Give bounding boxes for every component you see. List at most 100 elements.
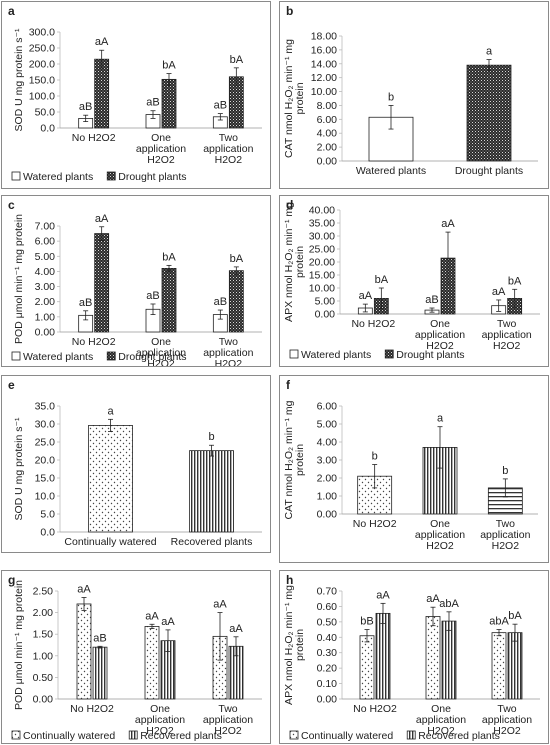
legend-label: Recovered plants — [418, 730, 500, 742]
significance-letter: aA — [213, 599, 227, 611]
legend-swatch — [289, 730, 299, 740]
significance-letter: aA — [77, 583, 91, 595]
chart-panel-h: h 0.00 0.10 0.20 0.30 0.40 0.50 0.60 0.70 APX nmo… — [279, 570, 549, 744]
bar — [359, 635, 375, 700]
x-tick-label: Recovered plants — [171, 536, 253, 548]
y-tick-label: 5.00 — [35, 251, 56, 263]
significance-letter: aB — [214, 100, 227, 112]
y-tick-label: 150.0 — [29, 75, 55, 87]
bar — [161, 268, 177, 333]
y-tick-label: 100.0 — [29, 91, 55, 103]
legend-swatch — [406, 730, 416, 740]
significance-letter: abA — [439, 598, 459, 610]
y-tick-label: 25.0 — [35, 437, 56, 449]
x-tick-label: One application H2O2 — [416, 703, 466, 737]
chart-e: e 0.0 5.0 10.0 15.0 20.0 25.0 30.0 35.0 SOD U mg … — [8, 378, 262, 548]
legend-label: Drought plants — [118, 351, 186, 363]
x-tick-label: Continually watered — [64, 536, 156, 548]
significance-letter: aB — [79, 297, 92, 309]
y-tick-label: 200.0 — [29, 59, 55, 71]
significance-letter: aA — [426, 593, 440, 605]
significance-letter: aA — [359, 290, 373, 302]
y-tick-label: 30.00 — [309, 231, 335, 243]
significance-letter: aA — [229, 623, 243, 635]
y-tick-label: 12.00 — [311, 72, 337, 84]
significance-letter: aA — [376, 589, 390, 601]
y-tick-label: 8.00 — [317, 100, 338, 112]
significance-letter: aA — [492, 286, 506, 298]
x-tick-label: Drought plants — [455, 165, 523, 177]
y-tick-label: 0.00 — [33, 694, 54, 706]
significance-letter: bA — [162, 60, 176, 72]
y-tick-label: 1.00 — [35, 311, 56, 323]
significance-letter: aB — [93, 632, 106, 644]
significance-letter: b — [388, 91, 394, 103]
significance-letter: b — [372, 451, 378, 463]
chart-panel-f: f 0.00 1.00 2.00 3.00 4.00 5.00 6.00 CAT nmol H₂… — [279, 375, 549, 563]
legend-label: Drought plants — [396, 349, 464, 361]
y-tick-label: 0.00 — [35, 327, 56, 339]
bar — [466, 64, 512, 162]
legend-swatch — [289, 349, 299, 359]
legend-swatch — [11, 171, 21, 181]
bar — [507, 632, 523, 700]
significance-letter: a — [107, 405, 114, 417]
legend-label: Watered plants — [301, 349, 371, 361]
x-tick-label: One application H2O2 — [136, 132, 186, 166]
bar — [92, 646, 108, 700]
significance-letter: aA — [95, 36, 109, 48]
bar — [161, 78, 177, 129]
significance-letter: bA — [508, 610, 522, 622]
legend-swatch — [11, 730, 21, 740]
y-tick-label: 5.00 — [317, 419, 338, 431]
y-tick-label: 0.20 — [317, 663, 338, 675]
panel-label: a — [8, 4, 15, 18]
bar — [425, 616, 441, 700]
x-tick-label: One application H2O2 — [415, 518, 465, 552]
panel-label: b — [286, 4, 293, 18]
y-tick-label: 250.0 — [29, 43, 55, 55]
legend-label: Watered plants — [23, 171, 93, 183]
y-tick-label: 30.0 — [35, 419, 56, 431]
chart-panel-b: b 0.00 2.00 4.00 6.00 8.00 10.00 12.00 14.00 16.0… — [279, 1, 549, 189]
bar — [375, 612, 391, 700]
y-tick-label: 40.00 — [309, 205, 335, 217]
chart-panel-d: d 0.00 5.00 10.00 15.00 20.00 25.00 30.00 35.00 4… — [279, 195, 549, 367]
y-tick-label: 2.50 — [33, 586, 54, 598]
x-tick-label: Two application H2O2 — [203, 703, 253, 737]
significance-letter: aA — [441, 218, 455, 230]
panel-label: d — [286, 198, 293, 212]
y-tick-label: 3.00 — [317, 455, 338, 467]
x-tick-label: No H2O2 — [351, 318, 395, 330]
y-tick-label: 35.00 — [309, 218, 335, 230]
y-axis-label: APX nmol H₂O₂ min⁻¹ mgprotein — [283, 202, 306, 322]
legend-label: Continually watered — [301, 730, 393, 742]
bar — [144, 626, 160, 700]
x-tick-label: Two application H2O2 — [203, 336, 253, 366]
bar — [88, 425, 133, 533]
significance-letter: aB — [214, 296, 227, 308]
significance-letter: abA — [489, 616, 509, 628]
y-tick-label: 0.30 — [317, 647, 338, 659]
x-tick-label: No H2O2 — [70, 703, 114, 715]
y-tick-label: 25.00 — [309, 244, 335, 256]
y-axis-label: SOD U mg protein s⁻¹ — [13, 417, 25, 520]
y-tick-label: 0.70 — [317, 586, 338, 598]
x-tick-label: Watered plants — [356, 165, 426, 177]
y-tick-label: 1.50 — [33, 629, 54, 641]
y-tick-label: 14.00 — [311, 58, 337, 70]
y-tick-label: 2.00 — [35, 296, 56, 308]
x-tick-label: Two application H2O2 — [482, 318, 532, 352]
y-tick-label: 2.00 — [317, 473, 338, 485]
legend-label: Recovered plants — [140, 730, 222, 742]
y-tick-label: 1.00 — [33, 650, 54, 662]
legend-label: Drought plants — [118, 171, 186, 183]
y-tick-label: 18.00 — [311, 31, 337, 43]
y-tick-label: 0.0 — [40, 527, 55, 539]
y-tick-label: 6.00 — [35, 236, 56, 248]
y-tick-label: 0.50 — [33, 672, 54, 684]
significance-letter: a — [437, 413, 444, 425]
x-tick-label: One application H2O2 — [135, 703, 185, 737]
y-tick-label: 0.10 — [317, 678, 338, 690]
significance-letter: aB — [79, 101, 92, 113]
